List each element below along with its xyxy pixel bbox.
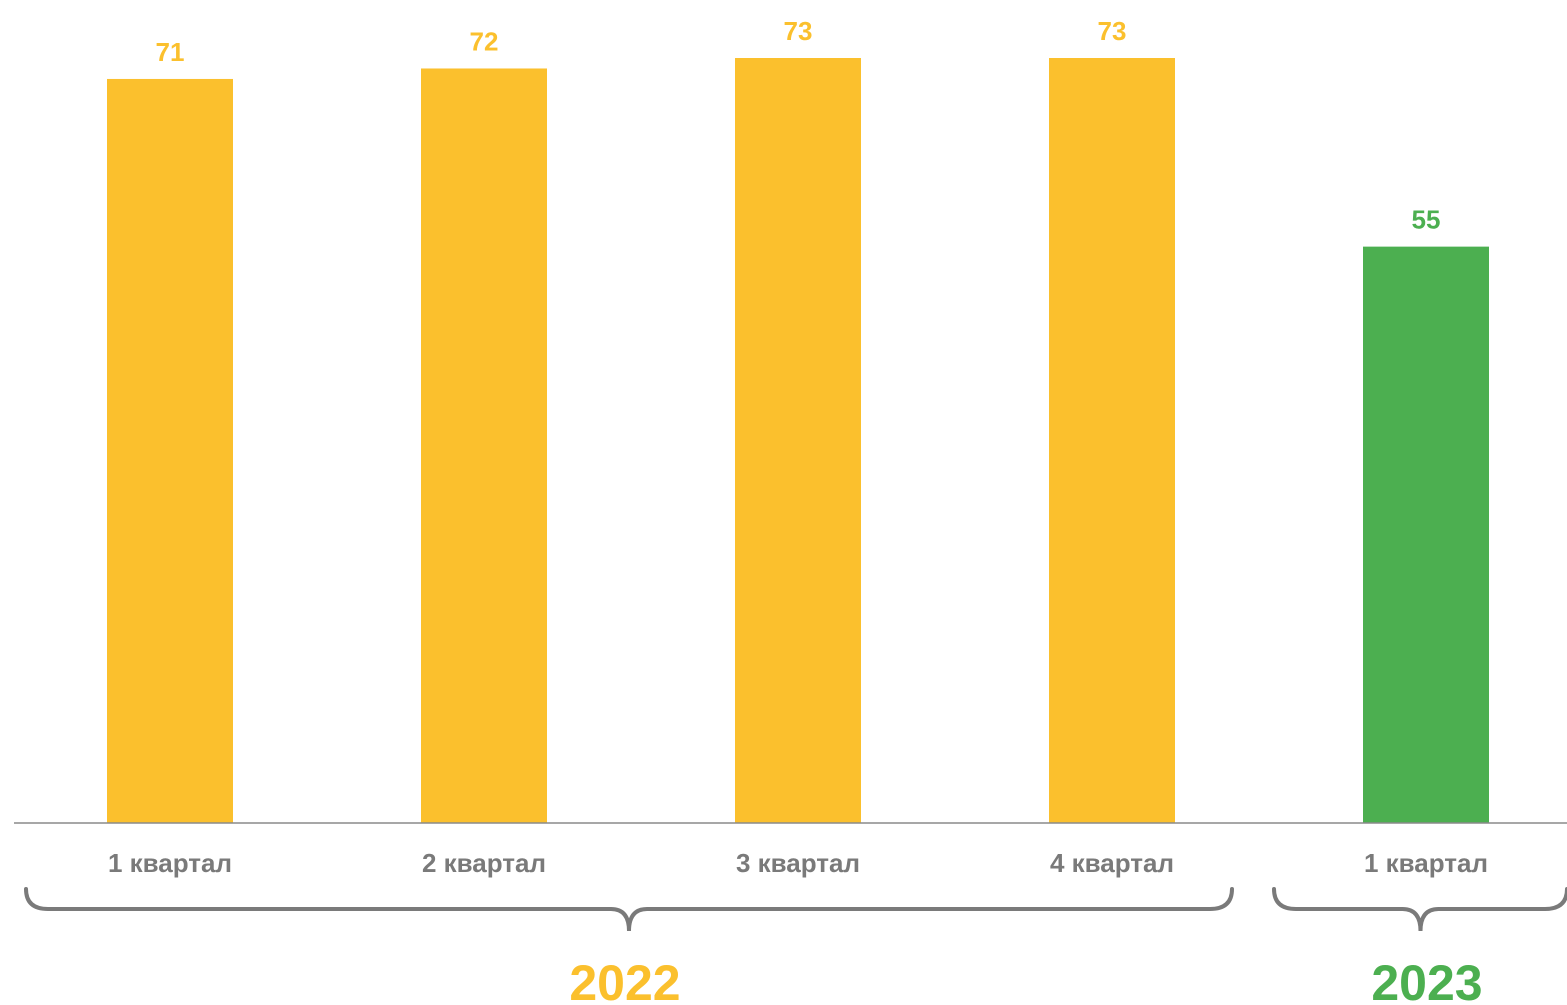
x-tick-label-5: 1 квартал <box>1364 848 1488 878</box>
x-tick-label-2: 2 квартал <box>422 848 546 878</box>
bar-5 <box>1363 246 1489 824</box>
x-tick-label-3: 3 квартал <box>736 848 860 878</box>
group-labels-layer: 2022 2023 <box>569 955 1482 1005</box>
brace-2023 <box>1272 887 1567 932</box>
group-braces-layer <box>24 887 1567 932</box>
value-labels-layer: 71 72 73 73 55 <box>156 16 1441 235</box>
x-tick-labels-layer: 1 квартал 2 квартал 3 квартал 4 квартал 1 кв… <box>108 848 1488 878</box>
bars-layer <box>107 58 1489 824</box>
bar-4 <box>1049 58 1175 823</box>
bar-3 <box>735 58 861 823</box>
value-label-2: 72 <box>470 26 499 56</box>
x-tick-label-1: 1 квартал <box>108 848 232 878</box>
value-label-5: 55 <box>1412 205 1441 235</box>
bar-1 <box>107 78 233 823</box>
bar-2 <box>421 68 547 824</box>
value-label-4: 73 <box>1098 16 1127 46</box>
brace-2022 <box>24 887 1234 932</box>
value-label-3: 73 <box>784 16 813 46</box>
group-label-2022: 2022 <box>569 955 680 1005</box>
x-tick-label-4: 4 квартал <box>1050 848 1174 878</box>
group-label-2023: 2023 <box>1371 955 1482 1005</box>
value-label-1: 71 <box>156 37 185 67</box>
